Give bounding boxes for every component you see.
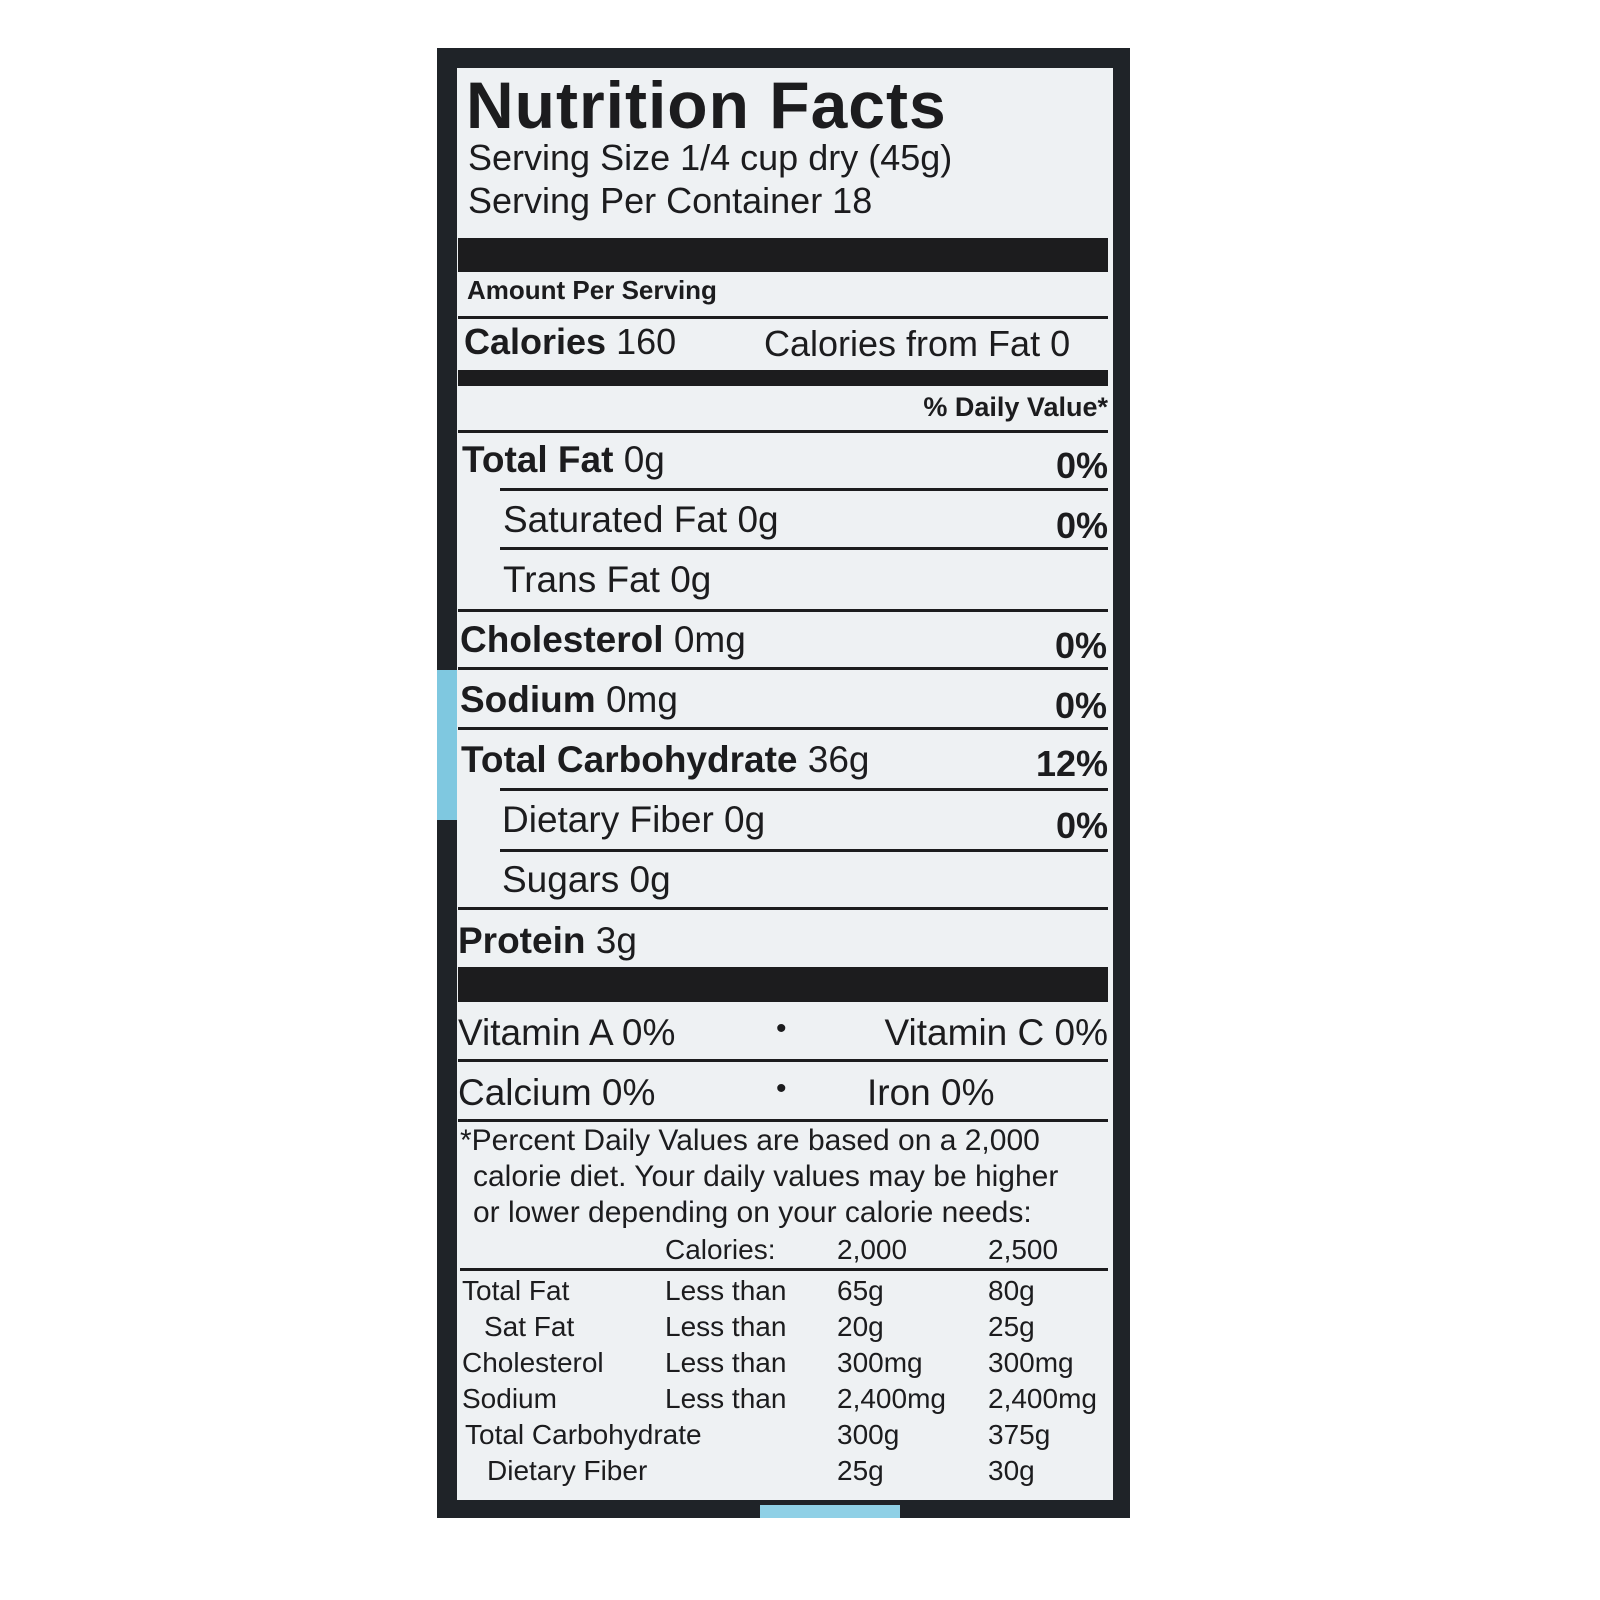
dv-table-header-2000: 2,000 xyxy=(837,1234,908,1265)
divider xyxy=(458,667,1108,670)
footnote-line: or lower depending on your calorie needs… xyxy=(473,1196,1032,1229)
dv-table-cell: Cholesterol xyxy=(462,1347,604,1378)
dv-table-header-calories: Calories: xyxy=(665,1234,776,1265)
nutrient-row-total-carbohydrate: Total Carbohydrate 36g xyxy=(461,739,870,780)
nutrient-row-dietary-fiber: Dietary Fiber 0g xyxy=(502,799,766,840)
nutrient-row-trans-fat: Trans Fat 0g xyxy=(503,559,712,600)
dv-table-cell: 65g xyxy=(837,1275,884,1306)
nutrient-row-sodium: Sodium 0mg xyxy=(460,679,678,720)
divider xyxy=(458,727,1108,730)
package-print xyxy=(760,1505,900,1518)
nutrition-label xyxy=(457,68,1113,1500)
dv-saturated-fat: 0% xyxy=(1055,505,1108,546)
dv-table-cell: 30g xyxy=(988,1455,1035,1486)
nutrient-row-saturated-fat: Saturated Fat 0g xyxy=(503,499,779,540)
dv-table-cell: 300g xyxy=(837,1419,900,1450)
divider xyxy=(500,547,1108,550)
nutrient-row-cholesterol: Cholesterol 0mg xyxy=(460,619,746,660)
footnote-line: *Percent Daily Values are based on a 2,0… xyxy=(460,1124,1040,1157)
daily-value-header: % Daily Value* xyxy=(923,392,1108,422)
divider xyxy=(458,316,1108,319)
dv-table-cell: 25g xyxy=(988,1311,1035,1342)
dv-table-cell: 300mg xyxy=(837,1347,923,1378)
calories-label: Calories xyxy=(464,321,607,362)
divider-medium xyxy=(458,370,1108,386)
dv-table-cell: 375g xyxy=(988,1419,1051,1450)
dv-table-cell: 2,400mg xyxy=(837,1383,946,1414)
dv-table-cell: Less than xyxy=(665,1383,787,1414)
dv-table-cell: Dietary Fiber xyxy=(487,1455,648,1486)
divider-thick xyxy=(458,238,1108,272)
package-print xyxy=(437,670,457,820)
dv-dietary-fiber: 0% xyxy=(1055,805,1108,846)
nutrient-row-total-fat: Total Fat 0g xyxy=(462,439,665,480)
dv-sodium: 0% xyxy=(1054,685,1107,726)
nutrient-row-protein: Protein 3g xyxy=(458,920,637,961)
iron: Iron 0% xyxy=(867,1072,995,1113)
bullet: • xyxy=(776,1072,787,1105)
divider xyxy=(500,488,1108,491)
serving-size: Serving Size 1/4 cup dry (45g) xyxy=(468,137,953,178)
dv-table-cell: Less than xyxy=(665,1311,787,1342)
dv-table-cell: Less than xyxy=(665,1275,787,1306)
divider xyxy=(458,1119,1108,1122)
calories-from-fat: Calories from Fat 0 xyxy=(764,323,1071,364)
dv-table-cell: 300mg xyxy=(988,1347,1074,1378)
dv-table-cell: 25g xyxy=(837,1455,884,1486)
amount-per-serving: Amount Per Serving xyxy=(467,275,717,305)
calories-row: Calories 160 xyxy=(464,324,676,360)
divider xyxy=(460,1268,1108,1271)
dv-table-cell: Less than xyxy=(665,1347,787,1378)
label-title: Nutrition Facts xyxy=(466,68,947,142)
footnote-line: calorie diet. Your daily values may be h… xyxy=(473,1160,1059,1193)
dv-table-cell: Total Carbohydrate xyxy=(465,1419,702,1450)
dv-table-cell: Sat Fat xyxy=(484,1311,575,1342)
dv-total-carbohydrate: 12% xyxy=(1035,743,1108,784)
calories-value: 160 xyxy=(616,321,677,362)
dv-table-cell: 80g xyxy=(988,1275,1035,1306)
dv-table-cell: Sodium xyxy=(462,1383,557,1414)
divider xyxy=(500,788,1108,791)
dv-total-fat: 0% xyxy=(1055,445,1108,486)
divider xyxy=(500,849,1108,852)
dv-table-cell: 20g xyxy=(837,1311,884,1342)
dv-table-cell: 2,400mg xyxy=(988,1383,1097,1414)
divider-thick xyxy=(458,967,1108,1002)
bullet: • xyxy=(776,1012,787,1045)
calcium: Calcium 0% xyxy=(458,1072,656,1113)
vitamin-c: Vitamin C 0% xyxy=(884,1012,1108,1053)
nutrient-row-sugars: Sugars 0g xyxy=(502,859,671,900)
dv-table-cell: Total Fat xyxy=(462,1275,570,1306)
servings-per-container: Serving Per Container 18 xyxy=(468,180,873,221)
dv-table-header-2500: 2,500 xyxy=(988,1234,1059,1265)
divider xyxy=(458,609,1108,612)
divider xyxy=(458,907,1108,910)
divider xyxy=(458,430,1108,433)
dv-cholesterol: 0% xyxy=(1054,625,1107,666)
vitamin-a: Vitamin A 0% xyxy=(458,1012,676,1053)
divider xyxy=(458,1059,1108,1062)
